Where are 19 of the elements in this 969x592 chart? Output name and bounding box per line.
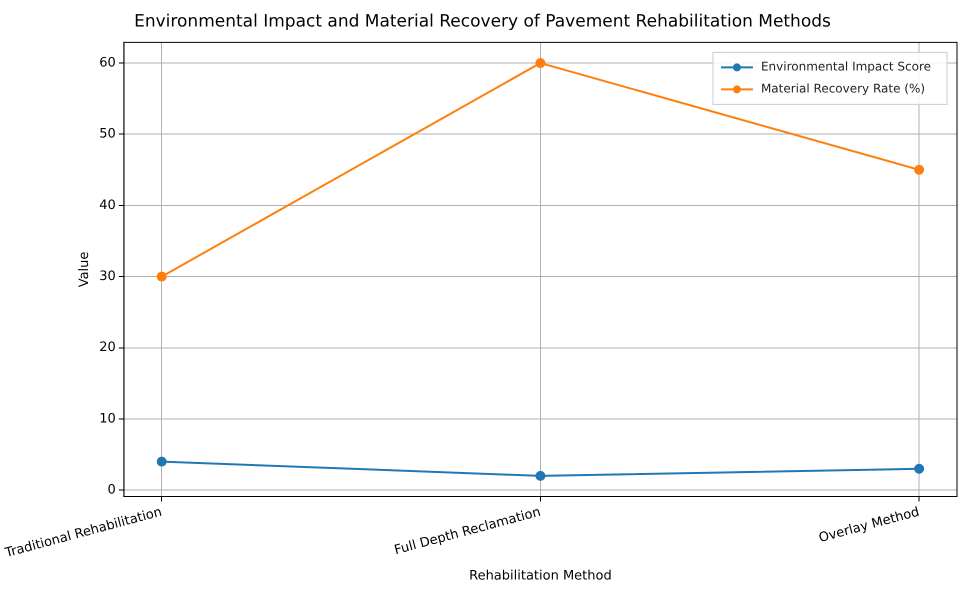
point (914, 464, 924, 474)
point (535, 470, 546, 481)
x-axis-title: Rehabilitation Method (469, 568, 612, 584)
point (156, 456, 167, 467)
y-axis-title: Value (76, 252, 92, 288)
chart-title: Environmental Impact and Material Recovery of Pavement Rehabilitation Methods (134, 12, 832, 32)
y-tick-label: 60 (99, 55, 116, 70)
legend-label: Material Recovery Rate (%) (760, 82, 926, 96)
point (156, 272, 167, 282)
y-tick-label: 0 (108, 482, 116, 498)
point (914, 164, 924, 175)
y-tick-label: 50 (99, 126, 116, 142)
y-tick-label: 20 (99, 340, 116, 356)
x-tick-label: Overlay Method (817, 504, 922, 546)
legend-label: Environmental Impact Score (760, 60, 932, 74)
y-tick-label: 10 (99, 411, 116, 426)
y-tick-label: 30 (99, 268, 116, 284)
point (535, 58, 546, 68)
y-tick-label: 40 (99, 198, 116, 213)
